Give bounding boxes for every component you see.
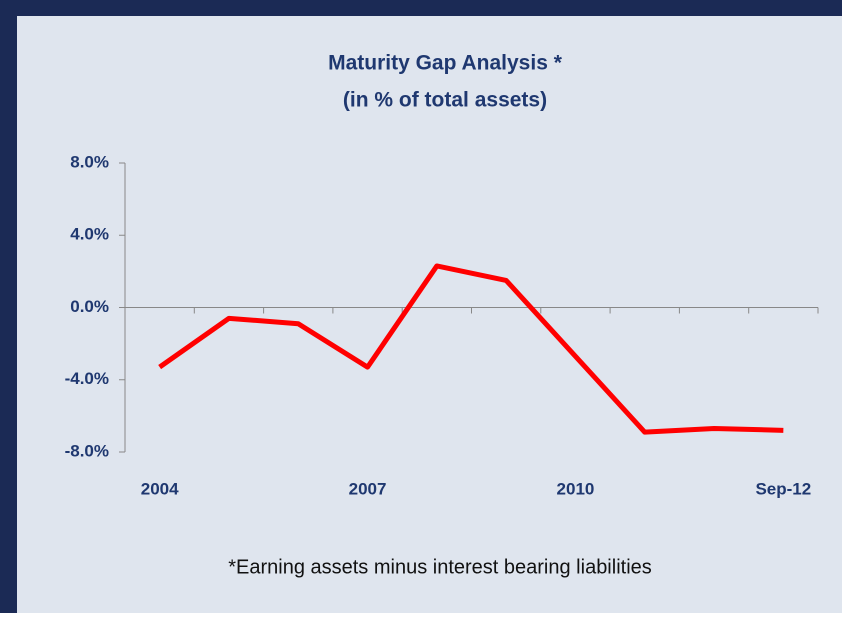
chart-title: Maturity Gap Analysis * [328, 52, 563, 75]
y-tick-label: -8.0% [65, 441, 109, 460]
y-tick-label: 0.0% [70, 297, 109, 316]
x-tick-label: 2010 [557, 479, 595, 498]
y-tick-label: -4.0% [65, 369, 109, 388]
data-line [158, 263, 784, 435]
x-tick-label: Sep-12 [755, 479, 811, 498]
footnote: *Earning assets minus interest bearing l… [228, 556, 652, 578]
chart-subtitle: (in % of total assets) [343, 89, 547, 112]
x-tick-label: 2004 [141, 479, 179, 498]
y-tick-label: 8.0% [70, 152, 109, 171]
x-tick-label: 2007 [349, 479, 387, 498]
y-tick-label: 4.0% [70, 225, 109, 244]
panel [17, 16, 842, 613]
